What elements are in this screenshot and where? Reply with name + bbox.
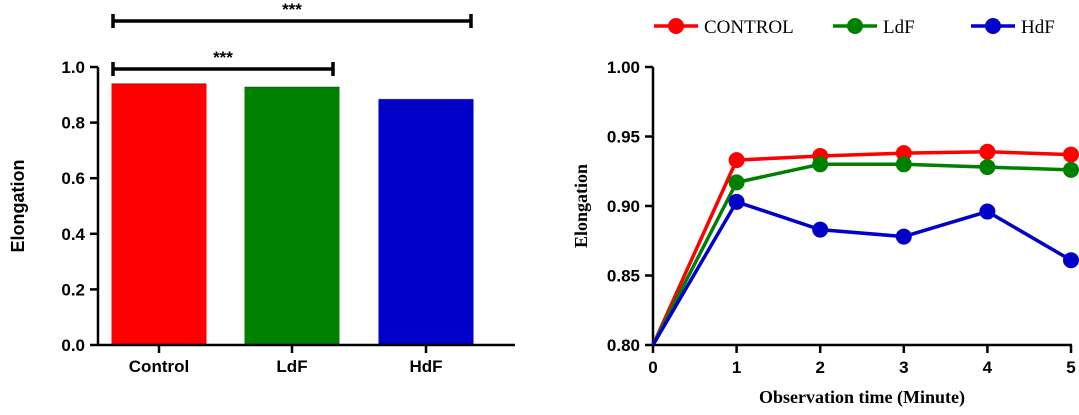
bar-series [111, 83, 474, 346]
bar-y-tick-label: 1.0 [61, 58, 85, 77]
bar-control [111, 83, 207, 346]
line-y-axis-label: Elongation [571, 164, 591, 248]
legend-label: LdF [883, 17, 915, 38]
data-point [895, 156, 912, 173]
bar-ldf [244, 87, 340, 346]
data-point [728, 193, 745, 210]
data-point [979, 159, 996, 176]
line-y-tick-label: 1.00 [607, 58, 640, 77]
bar-y-tick-label: 0.8 [61, 114, 85, 133]
legend-entry-ldf: LdF [833, 17, 915, 38]
bar-y-tick-label: 0.2 [61, 280, 85, 299]
line-x-tick-label: 4 [983, 358, 993, 377]
data-point [979, 203, 996, 220]
series-line [651, 150, 1072, 346]
line-x-tick-label: 0 [648, 358, 657, 377]
line-y-tick-label: 0.90 [607, 197, 640, 216]
line-x-tick-label: 1 [732, 358, 741, 377]
bar-x-ticks: Control LdF HdF [129, 345, 443, 376]
line-y-tick-label: 0.85 [607, 267, 640, 286]
data-point [812, 156, 829, 173]
data-point [895, 145, 912, 162]
legend-label: CONTROL [704, 17, 794, 38]
data-point [1063, 252, 1079, 269]
data-point [1063, 161, 1079, 178]
data-point [979, 143, 996, 160]
series-hdf [651, 193, 1079, 346]
bar-x-tick-label: Control [129, 357, 189, 376]
line-chart: CONTROL LdF HdF 0.80 0.85 0.90 0.95 1.00 0 1 2 3 4… [571, 17, 1079, 408]
legend: CONTROL LdF HdF [654, 17, 1055, 38]
legend-swatch-marker [985, 18, 1001, 34]
bar-y-tick-label: 0.6 [61, 169, 85, 188]
legend-entry-hdf: HdF [971, 17, 1055, 38]
line-x-axis-label: Observation time (Minute) [759, 387, 965, 408]
line-x-ticks: 0 1 2 3 4 5 [648, 345, 1076, 377]
bar-y-ticks: 0.0 0.2 0.4 0.6 0.8 1.0 [61, 58, 98, 355]
line-y-ticks: 0.80 0.85 0.90 0.95 1.00 [607, 58, 653, 355]
bar-x-tick-label: LdF [276, 357, 307, 376]
significance-brackets: *** *** [111, 0, 473, 76]
bar-x-tick-label: HdF [409, 357, 442, 376]
data-point [895, 228, 912, 245]
line-y-tick-label: 0.95 [607, 128, 640, 147]
line-series [651, 143, 1079, 346]
bar-chart: 0.0 0.2 0.4 0.6 0.8 1.0 Control LdF HdF ****** … [8, 0, 515, 376]
significance-label: *** [213, 48, 233, 67]
bar-y-tick-label: 0.4 [61, 225, 85, 244]
legend-swatch-marker [847, 18, 863, 34]
significance-label: *** [282, 0, 302, 19]
line-y-tick-label: 0.80 [607, 336, 640, 355]
series-line [651, 199, 1072, 346]
legend-label: HdF [1021, 17, 1055, 38]
data-point [728, 152, 745, 169]
series-ldf [651, 156, 1079, 346]
data-point [1063, 146, 1079, 163]
legend-entry-control: CONTROL [654, 17, 794, 38]
line-x-tick-label: 2 [815, 358, 824, 377]
series-line [651, 162, 1072, 346]
bar-y-tick-label: 0.0 [61, 336, 85, 355]
data-point [812, 221, 829, 238]
line-x-tick-label: 3 [899, 358, 908, 377]
legend-swatch-marker [668, 18, 684, 34]
bar-hdf [378, 99, 474, 345]
bar-y-axis-label: Elongation [8, 160, 28, 253]
line-x-tick-label: 5 [1066, 358, 1075, 377]
data-point [728, 174, 745, 191]
series-control [651, 143, 1079, 346]
